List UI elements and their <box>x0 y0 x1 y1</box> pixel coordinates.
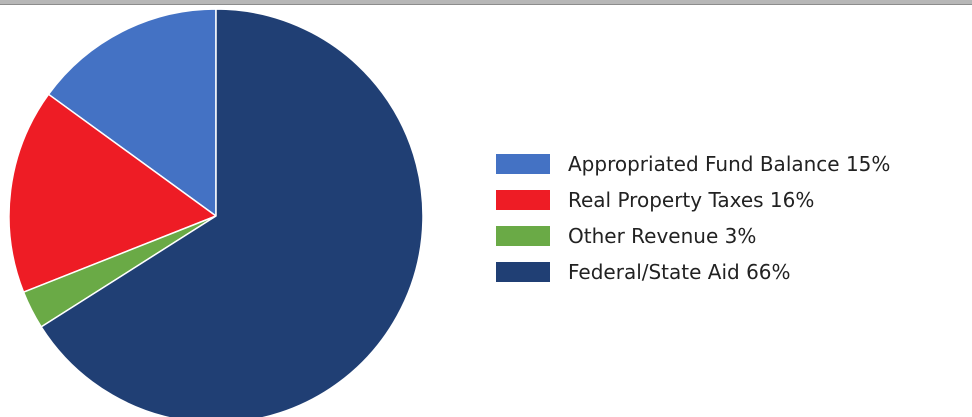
pie-slice-real-property-taxes <box>8 93 217 293</box>
legend-item: Other Revenue 3% <box>496 218 890 254</box>
legend-label: Appropriated Fund Balance 15% <box>568 152 891 176</box>
legend-label: Real Property Taxes 16% <box>568 188 815 212</box>
legend-swatch <box>496 154 550 174</box>
legend-swatch <box>496 262 550 282</box>
legend-label: Other Revenue 3% <box>568 224 757 248</box>
legend-item: Federal/State Aid 66% <box>496 254 890 290</box>
legend-swatch <box>496 190 550 210</box>
window-top-border <box>0 0 972 5</box>
pie-slice-appropriated-fund-balance <box>47 8 217 217</box>
chart-legend: Appropriated Fund Balance 15% Real Proper… <box>496 146 890 290</box>
legend-item: Appropriated Fund Balance 15% <box>496 146 890 182</box>
pie-chart <box>8 8 424 417</box>
legend-label: Federal/State Aid 66% <box>568 260 791 284</box>
legend-item: Real Property Taxes 16% <box>496 182 890 218</box>
legend-swatch <box>496 226 550 246</box>
pie-slice-federal-state-aid <box>40 8 424 417</box>
